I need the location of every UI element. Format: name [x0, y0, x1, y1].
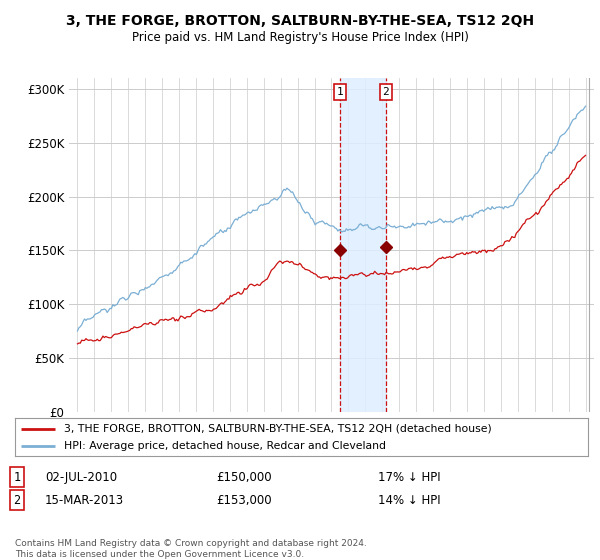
- Text: Price paid vs. HM Land Registry's House Price Index (HPI): Price paid vs. HM Land Registry's House …: [131, 31, 469, 44]
- Text: Contains HM Land Registry data © Crown copyright and database right 2024.
This d: Contains HM Land Registry data © Crown c…: [15, 539, 367, 559]
- Text: 2: 2: [382, 87, 389, 97]
- Text: 3, THE FORGE, BROTTON, SALTBURN-BY-THE-SEA, TS12 2QH: 3, THE FORGE, BROTTON, SALTBURN-BY-THE-S…: [66, 14, 534, 28]
- Text: £150,000: £150,000: [216, 470, 272, 484]
- Text: 14% ↓ HPI: 14% ↓ HPI: [378, 493, 440, 507]
- Text: HPI: Average price, detached house, Redcar and Cleveland: HPI: Average price, detached house, Redc…: [64, 441, 386, 451]
- Text: 17% ↓ HPI: 17% ↓ HPI: [378, 470, 440, 484]
- Text: 15-MAR-2013: 15-MAR-2013: [45, 493, 124, 507]
- Text: 1: 1: [13, 470, 20, 484]
- Bar: [340, 78, 386, 412]
- Text: 3, THE FORGE, BROTTON, SALTBURN-BY-THE-SEA, TS12 2QH (detached house): 3, THE FORGE, BROTTON, SALTBURN-BY-THE-S…: [64, 423, 491, 433]
- Text: 1: 1: [337, 87, 343, 97]
- Text: 2: 2: [13, 493, 20, 507]
- Text: 02-JUL-2010: 02-JUL-2010: [45, 470, 117, 484]
- Text: £153,000: £153,000: [216, 493, 272, 507]
